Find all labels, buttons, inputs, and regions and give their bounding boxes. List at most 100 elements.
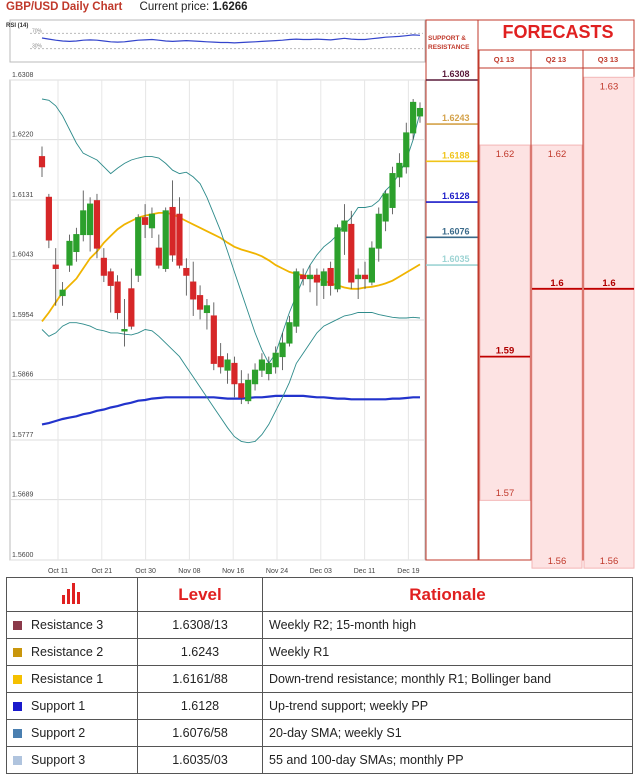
level-value: 1.6128 <box>137 692 263 720</box>
forecast-col-q2: Q2 13 <box>545 55 567 64</box>
y-tick-label: 1.6220 <box>12 132 34 139</box>
rsi-label: RSI (14) <box>6 23 29 29</box>
sma-200-line <box>41 394 420 426</box>
swatch <box>13 621 22 631</box>
candle-body <box>341 220 348 232</box>
rsi-level-label: 70% <box>32 28 43 34</box>
forecast-value: 1.6 <box>602 278 615 289</box>
candle-body <box>348 223 355 283</box>
level-name-cell: Resistance 1 <box>6 665 138 693</box>
sr-level-label: 1.6188 <box>442 150 470 160</box>
candle-body <box>176 213 183 266</box>
sma-55-line <box>41 212 421 322</box>
candle-body <box>368 247 375 283</box>
forecast-range <box>479 144 531 501</box>
candle-body <box>73 234 80 253</box>
forecast-col-q3: Q3 13 <box>597 55 619 64</box>
x-tick-label: Nov 16 <box>222 568 244 575</box>
candle-body <box>313 274 321 283</box>
forecast-range <box>583 76 635 569</box>
sr-level-label: 1.6035 <box>442 254 470 264</box>
candle-body <box>203 305 211 314</box>
sr-panel-box <box>425 19 479 561</box>
candle-body <box>306 274 314 280</box>
candle-body <box>141 217 149 225</box>
table-row: Support 2 1.6076/58 20-day SMA; weekly S… <box>6 719 633 747</box>
forecast-value: 1.59 <box>496 346 515 357</box>
candle-body <box>52 264 59 269</box>
x-tick-label: Dec 11 <box>354 568 376 575</box>
candle-body <box>93 200 101 249</box>
y-tick-label: 1.6131 <box>12 192 34 199</box>
chart-header: GBP/USD Daily Chart Current price: 1.626… <box>6 1 248 13</box>
candle-body <box>80 210 87 236</box>
candle-body <box>258 359 266 371</box>
rsi-line <box>41 34 421 44</box>
table-row: Support 3 1.6035/03 55 and 100-day SMAs;… <box>6 746 633 774</box>
candle-body <box>334 227 341 290</box>
price-value: 1.6266 <box>212 1 248 13</box>
x-tick-label: Dec 03 <box>310 568 332 575</box>
candle-body <box>293 271 300 327</box>
y-tick-label: 1.5689 <box>12 492 34 499</box>
candle-body <box>135 217 142 276</box>
table-row: Resistance 1 1.6161/88 Down-trend resist… <box>6 665 633 693</box>
level-name: Support 3 <box>31 753 86 767</box>
grid <box>10 79 425 561</box>
level-name: Resistance 1 <box>31 672 104 686</box>
candle-body <box>327 267 334 286</box>
forecast-value: 1.6 <box>550 278 563 289</box>
price-label: Current price: <box>139 1 210 13</box>
candle-body <box>183 267 190 276</box>
table-row: Resistance 3 1.6308/13 Weekly R2; 15-mon… <box>6 611 633 639</box>
candle-body <box>382 193 389 222</box>
y-tick-label: 1.5954 <box>12 312 34 319</box>
y-tick-label: 1.5866 <box>12 372 34 379</box>
x-tick-label: Oct 30 <box>135 568 156 575</box>
candle-body <box>107 271 114 286</box>
y-tick-label: 1.6043 <box>12 252 34 259</box>
forecast-value: 1.62 <box>548 149 567 160</box>
level-value: 1.6243 <box>137 638 263 666</box>
candle-body <box>403 132 410 168</box>
swatch <box>13 675 22 685</box>
rationale-text: Weekly R1 <box>262 638 633 666</box>
candle-body <box>265 362 272 375</box>
candle-body <box>210 315 217 364</box>
level-name-cell: Support 3 <box>6 746 138 774</box>
candle-body <box>300 274 307 280</box>
candle-body <box>148 213 156 229</box>
rationale-text: 20-day SMA; weekly S1 <box>262 719 633 747</box>
forecast-value: 1.56 <box>600 556 619 567</box>
swatch <box>13 756 22 766</box>
candle-body <box>100 257 107 276</box>
table-header-row: Level Rationale <box>6 577 633 612</box>
x-tick-label: Oct 11 <box>48 568 68 575</box>
sr-level-label: 1.6128 <box>442 191 470 201</box>
candle-body <box>66 240 73 266</box>
x-tick-label: Oct 21 <box>91 568 112 575</box>
axis-labels: 1.6308 1.6220 1.6131 1.6043 1.5954 1.5866 1.57… <box>12 72 420 575</box>
level-name: Support 2 <box>31 726 86 740</box>
forecast-value: 1.62 <box>496 149 515 160</box>
x-tick-label: Nov 08 <box>178 568 200 575</box>
rsi-level-label: 30% <box>32 44 43 50</box>
x-tick-label: Nov 24 <box>266 568 288 575</box>
candle-body <box>162 210 169 269</box>
rationale-text: 55 and 100-day SMAs; monthly PP <box>262 746 633 774</box>
candle-body <box>396 162 403 178</box>
forecast-panel: 1.62 1.59 1.57 1.62 1.6 1.56 1.63 1.6 1.56 <box>477 19 635 569</box>
candle-body <box>121 328 128 332</box>
candle-body <box>196 295 204 310</box>
forecast-col-q1: Q1 13 <box>493 55 515 64</box>
candle-body <box>245 379 252 402</box>
candle-body <box>279 342 286 358</box>
bar-chart-icon <box>62 583 80 604</box>
level-name: Support 1 <box>31 699 86 713</box>
bollinger-lower-line <box>41 312 421 444</box>
candle-body <box>59 289 66 297</box>
candle-body <box>224 359 231 371</box>
swatch <box>13 729 22 739</box>
candle-body <box>231 362 238 385</box>
candle-body <box>389 173 396 208</box>
